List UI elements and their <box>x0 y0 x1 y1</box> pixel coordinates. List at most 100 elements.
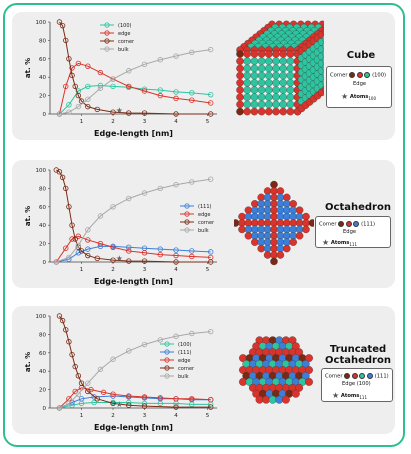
panel-cube: 0 20 40 60 80 100 1 2 3 4 5 Edge-length [nm] at. % ★ (… <box>12 12 395 140</box>
front-face-atom <box>272 107 280 116</box>
octahedron-atom <box>276 251 285 259</box>
y-tick-label: 100 <box>36 314 47 320</box>
side-face-atom <box>321 42 324 50</box>
x-tick-label: 1 <box>80 413 84 419</box>
data-point <box>173 53 179 59</box>
data-point <box>110 400 116 407</box>
data-point <box>100 389 107 396</box>
data-point <box>66 339 72 345</box>
data-point <box>63 37 69 44</box>
data-point <box>56 405 63 411</box>
x-tick-label: 3 <box>143 119 147 125</box>
x-tick-label: 4 <box>174 413 178 419</box>
data-point <box>85 237 91 243</box>
x-axis-label: Edge-length [nm] <box>94 277 173 286</box>
data-point <box>63 185 69 192</box>
octahedron-atom <box>283 232 291 240</box>
octahedron-nanoparticle-icon <box>234 180 314 266</box>
legend-marker <box>164 365 170 371</box>
truncated-octahedron-nanoparticle-icon <box>239 336 313 404</box>
front-face-atom <box>272 50 280 58</box>
side-face-atom <box>321 71 324 79</box>
octahedron-atom <box>276 212 285 221</box>
octahedron-atom <box>257 238 265 246</box>
octahedron-atom <box>270 257 278 266</box>
legend-label: corner <box>198 220 215 226</box>
front-face-atom <box>286 86 295 94</box>
front-face-atom <box>243 86 251 94</box>
legend-marker <box>184 227 190 233</box>
octahedron-atom <box>270 200 278 208</box>
legend-marker <box>104 38 110 44</box>
legend-facet-label: (111) <box>361 221 376 228</box>
data-point <box>75 60 82 67</box>
series-line-corner <box>59 21 211 115</box>
octahedron-atom <box>276 206 285 214</box>
legend-atoms-label: Atoms <box>349 94 369 100</box>
data-point <box>141 190 148 196</box>
data-point <box>126 348 132 354</box>
octahedron-atom <box>270 187 278 195</box>
facet-atom-icon <box>364 72 371 78</box>
legend-corner-label: Corner <box>330 72 348 79</box>
y-tick-label: 0 <box>43 260 47 266</box>
data-point <box>173 396 179 402</box>
truncated-octahedron-atom <box>305 377 313 386</box>
octahedron-atom <box>283 225 291 234</box>
octahedron-atom <box>263 225 272 234</box>
atom-star-marker: ★ <box>116 254 123 263</box>
series-line-(111) <box>59 395 211 409</box>
octahedron-atom <box>289 200 297 208</box>
front-face-atom <box>236 71 244 80</box>
front-face-atom <box>286 107 295 116</box>
front-face-atom <box>272 86 280 94</box>
octahedron-atom <box>289 238 297 246</box>
data-point <box>207 404 214 410</box>
y-tick-label: 0 <box>43 112 47 118</box>
legend-octahedron: Corner (111) Edge ★ Atoms111 <box>315 216 391 248</box>
series-line-(100) <box>59 401 211 409</box>
data-point <box>173 404 179 410</box>
front-face-atom <box>257 71 266 80</box>
data-point <box>126 393 132 399</box>
y-tick-label: 80 <box>39 332 46 338</box>
chart-truncated-octahedron: 0 20 40 60 80 100 1 2 3 4 5 Edge-length [nm] at. % ★ (… <box>24 313 217 432</box>
octahedron-atom <box>244 219 253 227</box>
octahedron-atom <box>263 244 272 253</box>
data-point <box>141 110 148 116</box>
truncated-octahedron-atom <box>291 389 300 398</box>
octahedron-atom <box>270 244 278 253</box>
front-face-atom <box>236 100 244 109</box>
front-face-atom <box>257 100 266 109</box>
legend-label: edge <box>118 31 131 37</box>
data-point <box>94 106 100 113</box>
front-face-atom <box>250 93 259 101</box>
legend-atoms-label: Atoms <box>340 393 360 399</box>
octahedron-atom <box>251 232 259 240</box>
octahedron-atom <box>263 187 272 195</box>
front-face-atom <box>279 50 287 58</box>
x-axis-label: Edge-length [nm] <box>94 423 173 432</box>
octahedron-atom <box>308 219 314 227</box>
shape-title-octahedron: Octahedron <box>325 202 391 213</box>
data-point <box>94 255 100 262</box>
legend-truncated-octahedron: Corner (111) Edge (100) ★ Atoms111 <box>321 368 393 402</box>
data-point <box>157 251 163 258</box>
octahedron-atom <box>276 232 285 240</box>
data-point <box>157 87 163 93</box>
octahedron-atom <box>244 212 253 221</box>
side-face-atom <box>321 57 324 64</box>
octahedron-atom <box>257 219 265 227</box>
octahedron-atom <box>270 219 278 227</box>
x-tick-label: 2 <box>111 413 115 419</box>
data-point <box>59 22 66 29</box>
data-point <box>85 252 91 259</box>
data-point <box>78 380 85 386</box>
data-point <box>85 380 91 386</box>
side-face-atom <box>321 49 324 57</box>
data-point <box>85 227 91 233</box>
front-face-atom <box>257 79 266 87</box>
y-tick-label: 60 <box>39 351 46 357</box>
data-point <box>173 95 179 102</box>
front-face-atom <box>279 107 287 116</box>
